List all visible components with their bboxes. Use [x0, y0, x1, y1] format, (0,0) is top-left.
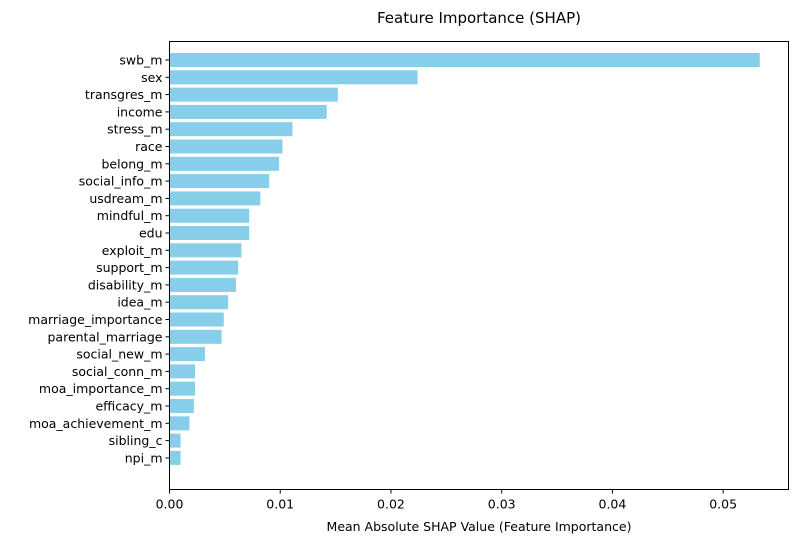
bar-social_conn_m: [169, 364, 195, 379]
y-tick-label-disability_m: disability_m: [88, 277, 163, 292]
bar-npi_m: [169, 450, 181, 465]
bar-transgres_m: [169, 87, 338, 102]
x-tick-label: 0.04: [599, 497, 627, 512]
y-tick-label-support_m: support_m: [96, 260, 162, 275]
y-tick-label-moa_achievement_m: moa_achievement_m: [29, 416, 163, 431]
x-ticks: 0.00 0.01 0.02 0.03 0.04 0.05: [156, 489, 737, 512]
bar-support_m: [169, 260, 239, 275]
bar-marriage_importance: [169, 312, 224, 327]
y-tick-label-parental_marriage: parental_marriage: [47, 329, 162, 344]
bar-parental_marriage: [169, 329, 222, 344]
y-tick-label-social_info_m: social_info_m: [79, 174, 163, 189]
bar-sibling_c: [169, 433, 181, 448]
bar-moa_achievement_m: [169, 416, 190, 431]
y-tick-label-exploit_m: exploit_m: [102, 243, 163, 258]
bar-income: [169, 104, 327, 119]
y-tick-label-race: race: [135, 139, 163, 154]
y-tick-label-sibling_c: sibling_c: [109, 433, 163, 448]
bars-group: [169, 53, 760, 465]
bar-social_info_m: [169, 174, 270, 189]
x-tick-label: 0.05: [709, 497, 737, 512]
y-tick-label-marriage_importance: marriage_importance: [28, 312, 163, 327]
x-axis-label: Mean Absolute SHAP Value (Feature Import…: [327, 519, 632, 534]
y-tick-label-stress_m: stress_m: [107, 122, 162, 137]
x-tick-label: 0.01: [266, 497, 294, 512]
x-tick-label: 0.03: [488, 497, 516, 512]
bar-race: [169, 139, 283, 154]
y-tick-label-transgres_m: transgres_m: [85, 87, 163, 102]
y-tick-label-edu: edu: [139, 226, 163, 241]
bar-swb_m: [169, 53, 760, 67]
bar-exploit_m: [169, 243, 242, 258]
bar-edu: [169, 226, 250, 240]
bar-efficacy_m: [169, 399, 194, 413]
bar-stress_m: [169, 122, 293, 137]
x-tick-label: 0.02: [377, 497, 405, 512]
y-tick-label-usdream_m: usdream_m: [89, 191, 162, 206]
y-tick-label-npi_m: npi_m: [125, 450, 163, 465]
y-tick-label-income: income: [117, 104, 163, 119]
chart-title: Feature Importance (SHAP): [377, 9, 581, 27]
y-tick-label-social_new_m: social_new_m: [76, 347, 162, 362]
y-tick-label-moa_importance_m: moa_importance_m: [39, 381, 163, 396]
y-tick-label-belong_m: belong_m: [101, 156, 162, 171]
plot-frame: [169, 41, 789, 490]
bar-belong_m: [169, 156, 280, 171]
y-tick-label-social_conn_m: social_conn_m: [72, 364, 163, 379]
bar-idea_m: [169, 295, 229, 310]
y-tick-label-mindful_m: mindful_m: [97, 208, 163, 223]
bar-sex: [169, 70, 418, 85]
y-tick-label-efficacy_m: efficacy_m: [95, 399, 162, 414]
bar-disability_m: [169, 277, 236, 292]
bar-usdream_m: [169, 191, 261, 206]
y-tick-label-idea_m: idea_m: [117, 295, 162, 310]
y-tick-label-swb_m: swb_m: [119, 53, 162, 68]
x-tick-label: 0.00: [156, 497, 184, 512]
y-tick-label-sex: sex: [141, 70, 162, 85]
bar-moa_importance_m: [169, 381, 195, 396]
bar-social_new_m: [169, 347, 205, 362]
bar-mindful_m: [169, 208, 250, 223]
